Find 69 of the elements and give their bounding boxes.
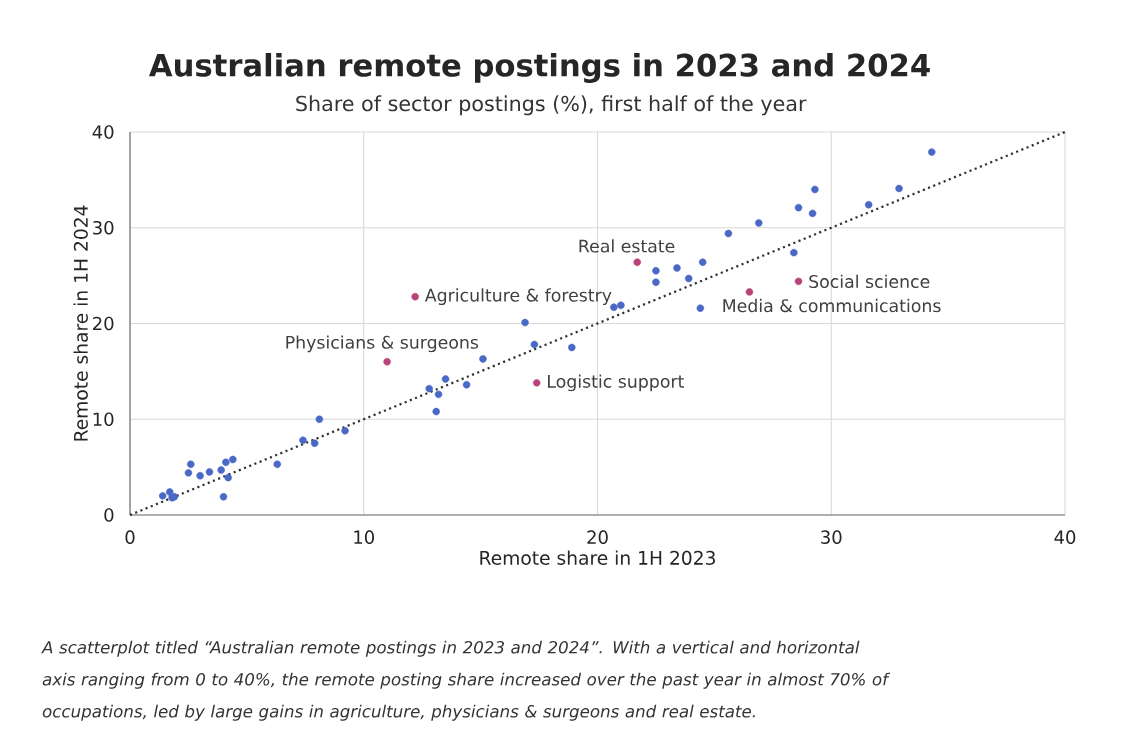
point	[521, 318, 529, 327]
point	[673, 264, 681, 272]
point	[633, 258, 641, 266]
point	[724, 229, 733, 238]
point	[684, 274, 693, 283]
point	[341, 427, 349, 435]
point	[755, 219, 763, 227]
point	[425, 384, 433, 393]
chart-title: Australian remote postings in 2023 and 2024	[148, 53, 930, 83]
point	[411, 292, 419, 301]
point	[158, 492, 167, 500]
point	[217, 466, 225, 474]
point	[808, 209, 817, 218]
y-tick-label: 20	[93, 316, 114, 331]
point	[696, 304, 705, 312]
y-axis-title: Remote share in 1H 2024	[73, 205, 88, 441]
point	[530, 340, 539, 349]
point	[187, 460, 195, 468]
point	[895, 184, 903, 193]
point	[310, 439, 319, 447]
point	[166, 488, 174, 496]
annotation: Logistic support	[548, 374, 684, 392]
point	[794, 203, 803, 212]
point	[568, 343, 576, 352]
x-tick-label: 40	[1054, 530, 1076, 544]
text: A scatterplot titled “Australian remote postings in 2023 and 2024”. With a vertical and horizontal axis ranging from 0 to 40%, the remote posting share increased over the past year in almost 70% of occupations, led by large gains in agriculture, physicians & surgeons and real estate.	[41, 640, 891, 721]
y-tick-label: 10	[93, 412, 114, 427]
point	[224, 473, 232, 482]
point	[299, 436, 307, 445]
point	[315, 415, 324, 423]
point	[273, 460, 281, 468]
point	[184, 469, 193, 477]
point	[462, 381, 471, 389]
annotation: Physicians & surgeons	[286, 335, 479, 353]
point	[794, 277, 803, 286]
point	[811, 185, 819, 194]
x-tick-label: 10	[354, 530, 375, 544]
point	[652, 278, 660, 287]
point	[434, 390, 443, 399]
point	[610, 303, 618, 311]
point	[864, 201, 873, 209]
point	[222, 458, 230, 467]
point	[432, 407, 440, 416]
chart-subtitle: Share of sector postings (%), first half of the year	[296, 95, 807, 116]
annotation: Media & communications	[723, 298, 941, 313]
y-tick-label: 30	[93, 220, 114, 235]
point	[790, 248, 798, 257]
x-tick-label: 20	[587, 530, 608, 544]
point	[479, 355, 487, 363]
annotation: Social science	[809, 274, 930, 289]
point	[441, 375, 450, 383]
point	[196, 472, 204, 480]
point	[533, 379, 541, 387]
point	[205, 468, 214, 476]
annotation: Agriculture & forestry	[424, 288, 612, 306]
point	[617, 301, 625, 310]
point	[928, 148, 936, 156]
point	[383, 358, 391, 366]
point	[219, 493, 228, 501]
x-tick-label: 30	[821, 530, 842, 544]
x-tick-label: 0	[125, 530, 135, 544]
point	[229, 455, 237, 464]
point	[652, 267, 660, 275]
annotation: Real estate	[579, 239, 675, 253]
point	[745, 288, 754, 296]
point	[698, 258, 707, 266]
x-axis-title: Remote share in 1H 2023	[480, 550, 715, 565]
y-tick-label: 40	[92, 125, 114, 139]
y-tick-label: 0	[104, 508, 114, 522]
